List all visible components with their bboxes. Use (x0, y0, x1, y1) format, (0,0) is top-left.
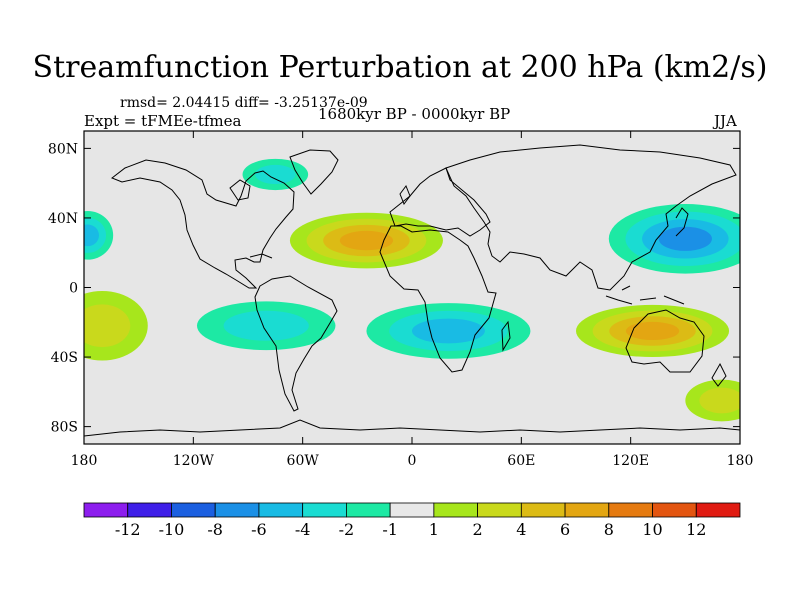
colorbar-swatch (520, 502, 566, 518)
anomaly-north-pacific-low-level (658, 226, 712, 251)
stats-label: rmsd= 2.04415 diff= -3.25137e-09 (120, 95, 368, 111)
coastline-antarctica (84, 419, 740, 437)
coastline-japan (675, 207, 689, 237)
coastline-uk (399, 184, 411, 206)
colorbar-label: -1 (382, 520, 398, 539)
axis-tick-labels: 80N 40N 0 40S 80S 180 120W 60W 0 60E 120E 180 (48, 141, 753, 469)
coastline-asia (445, 144, 737, 291)
colorbar-swatch (171, 502, 216, 518)
coastline-madagascar (501, 320, 511, 352)
colorbar-swatch (608, 502, 653, 518)
colorbar-label: -6 (251, 520, 267, 539)
colorbar-label: 1 (429, 520, 439, 539)
lat-tick-label: 80S (51, 420, 78, 436)
period-label: 1680kyr BP - 0000kyr BP (318, 105, 511, 123)
lon-tick-label: 180 (727, 453, 754, 469)
coastline-europe (389, 167, 491, 237)
anomaly-south-atlantic-africa-low-level (412, 318, 485, 344)
colorbar-label: -2 (339, 520, 355, 539)
lon-tick-label: 0 (408, 453, 417, 469)
anomaly-australia-high-level (625, 321, 680, 341)
colorbar-swatch (695, 502, 741, 518)
colorbar-swatch (652, 502, 697, 518)
anomaly-east-pacific-low-level (84, 224, 99, 247)
colorbar-swatch (433, 502, 479, 518)
colorbar-label: 8 (604, 520, 614, 539)
axis-ticks (83, 131, 741, 444)
lat-tick-label: 40S (51, 350, 78, 366)
season-label: JJA (714, 112, 737, 130)
coastline-greenland (289, 149, 339, 195)
anomaly-southwest-pacific-high-level (699, 387, 740, 414)
colorbar-label: 2 (473, 520, 483, 539)
anomaly-south-america-low-level (223, 310, 309, 341)
coastline-hudson-bay (229, 179, 251, 201)
coastline-caribbean (249, 253, 273, 259)
anomaly-north-atlantic-high-level (339, 230, 394, 251)
colorbar-swatch (345, 502, 391, 518)
coastline-north-america (110, 159, 295, 289)
colorbar-label: -12 (115, 520, 141, 539)
coastline-europe-africa (379, 225, 497, 373)
colorbar-swatch (477, 502, 522, 518)
colorbar-swatch (214, 502, 260, 518)
colorbar: -12 -10 -8 -6 -4 -2 -1 1 2 4 6 8 10 12 (83, 502, 741, 539)
lon-tick-label: 120E (612, 453, 649, 469)
lon-tick-label: 60E (507, 453, 535, 469)
anomaly-canada-low-level (255, 164, 296, 185)
colorbar-label: 10 (642, 520, 662, 539)
lon-tick-label: 180 (71, 453, 98, 469)
colorbar-swatch (258, 502, 304, 518)
colorbar-label: -10 (159, 520, 185, 539)
lat-tick-label: 0 (69, 281, 78, 297)
colorbar-label: 6 (560, 520, 570, 539)
lon-tick-label: 120W (173, 453, 215, 469)
coastline-new-zealand (711, 362, 727, 387)
colorbar-swatch (302, 502, 347, 518)
lat-tick-label: 80N (48, 141, 78, 157)
colorbar-swatch (127, 502, 172, 518)
colorbar-label: 12 (686, 520, 706, 539)
colorbar-label: -8 (207, 520, 223, 539)
colorbar-swatch (83, 502, 129, 518)
coastline-indonesia (605, 285, 685, 305)
coastline-south-america (254, 275, 338, 412)
experiment-label: Expt = tFMEe-tfmea (84, 112, 242, 130)
colorbar-label: -4 (295, 520, 311, 539)
colorbar-label: 4 (516, 520, 526, 539)
map-background (84, 131, 740, 444)
lat-tick-label: 40N (48, 211, 78, 227)
lon-tick-label: 60W (287, 453, 320, 469)
coastlines (84, 144, 740, 437)
plot-title: Streamfunction Perturbation at 200 hPa (… (32, 50, 768, 85)
coastline-australia (625, 309, 705, 373)
anomaly-southeast-pacific-high-level (84, 304, 131, 348)
colorbar-swatch (389, 502, 435, 518)
colorbar-swatch (564, 502, 610, 518)
